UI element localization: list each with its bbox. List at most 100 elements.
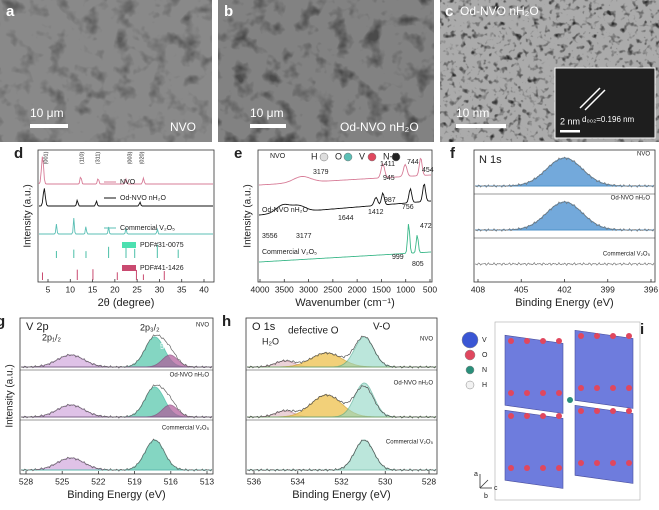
o-atom xyxy=(540,465,546,471)
series-label: NVO xyxy=(637,152,650,158)
x-axis-label: Binding Energy (eV) xyxy=(67,489,165,501)
legend-label: PDF#41-1426 xyxy=(140,265,184,272)
series-label: Commercial V₂O₅ xyxy=(162,426,210,432)
scale-bar-label: 2 nm xyxy=(560,116,580,126)
panel-label: c xyxy=(445,3,453,20)
scale-bar xyxy=(560,130,580,133)
spectrum xyxy=(474,156,655,188)
scale-bar xyxy=(30,124,68,128)
x-tick-label: 534 xyxy=(291,476,305,486)
panel-label: a xyxy=(6,3,15,20)
x-tick-label: 500 xyxy=(423,284,437,294)
x-axis-label: 2θ (degree) xyxy=(98,297,155,309)
o-atom xyxy=(578,385,584,391)
o-atom xyxy=(594,385,600,391)
x-tick-label: 40 xyxy=(199,284,209,294)
o-atom xyxy=(610,460,616,466)
spectrum xyxy=(21,386,212,418)
band-label: 987 xyxy=(384,197,396,204)
label: Commercial V₂O₅ xyxy=(120,225,175,232)
atom-legend xyxy=(464,349,476,361)
atom-label: O xyxy=(335,151,342,161)
sample-label: Od-NVO nH₂O xyxy=(460,4,539,18)
x-tick-label: 20 xyxy=(110,284,120,294)
band-label: 3177 xyxy=(296,233,312,240)
atom-legend xyxy=(391,152,401,162)
spectrum xyxy=(246,335,437,369)
x-tick-label: 35 xyxy=(177,284,187,294)
o-atom xyxy=(508,413,514,419)
peak-label: 2p₁/₂ xyxy=(42,332,62,342)
o-atom xyxy=(524,465,530,471)
peak-label: 5+ xyxy=(160,342,169,351)
x-tick-label: 525 xyxy=(55,476,69,486)
peak-label: (110) xyxy=(79,152,85,165)
spectrum xyxy=(39,188,213,207)
panel-label: e xyxy=(234,145,242,162)
spectrum xyxy=(20,384,213,419)
x-tick-label: 532 xyxy=(334,476,348,486)
panel-label: i xyxy=(640,321,644,338)
panel-title: N 1s xyxy=(479,154,502,166)
atom-label: V xyxy=(359,151,365,161)
o-atom xyxy=(626,333,632,339)
x-tick-label: 396 xyxy=(644,284,658,294)
spectrum xyxy=(475,157,654,187)
band-label: 472 xyxy=(420,223,432,230)
band-label: 945 xyxy=(383,175,395,182)
spectrum xyxy=(258,157,432,186)
polyhedra xyxy=(504,334,564,414)
scale-bar-label: 10 μm xyxy=(250,106,284,120)
plot-frame xyxy=(257,149,433,283)
micrograph-texts: 10 μm NVO 10 μm Od-NVO nH₂O Od-NVO nH₂O … xyxy=(30,4,635,134)
label: Od-NVO nH₂O xyxy=(120,195,166,202)
atom-legend xyxy=(461,331,479,349)
label: NVO xyxy=(120,179,136,186)
o-atom xyxy=(524,338,530,344)
o-atom xyxy=(626,460,632,466)
band-label: 756 xyxy=(402,204,414,211)
atom-label: H xyxy=(311,151,318,161)
band-label: 744 xyxy=(407,159,419,166)
o-atom xyxy=(594,460,600,466)
o-atom xyxy=(524,413,530,419)
spectrum xyxy=(474,200,655,232)
series-label: Commercial V₂O₅ xyxy=(262,249,317,256)
x-axis-label: Binding Energy (eV) xyxy=(515,297,613,309)
x-tick-label: 30 xyxy=(155,284,165,294)
x-tick-label: 536 xyxy=(247,476,261,486)
spacing-label: d₀₀₂=0.196 nm xyxy=(582,115,635,124)
scale-bar-label: 10 nm xyxy=(456,106,489,120)
x-tick-label: 513 xyxy=(200,476,214,486)
o-atom xyxy=(578,460,584,466)
atom-legend xyxy=(465,365,475,375)
atom-legend xyxy=(465,380,475,390)
spectrum xyxy=(20,438,213,472)
o-atom xyxy=(524,390,530,396)
spectrum xyxy=(475,201,654,231)
peak-label: V-O xyxy=(373,322,390,333)
o-atom xyxy=(540,338,546,344)
spectrum xyxy=(258,223,432,263)
series-label: Od-NVO nH₂O xyxy=(170,373,210,379)
x-tick-label: 3000 xyxy=(299,284,318,294)
o-atom xyxy=(508,338,514,344)
unit-cell xyxy=(494,321,641,501)
plot-frame xyxy=(37,149,215,283)
x-tick-label: 528 xyxy=(422,476,436,486)
atom-legend xyxy=(343,152,353,162)
spectrum xyxy=(39,217,213,235)
atom-label: N-H xyxy=(383,151,399,161)
o-atom xyxy=(610,333,616,339)
panel-label: f xyxy=(450,145,456,162)
panel-title: V 2p xyxy=(26,321,49,333)
atom-label: N xyxy=(482,367,487,374)
x-tick-label: 528 xyxy=(19,476,33,486)
scale-bar xyxy=(250,124,286,128)
spectrum xyxy=(21,354,212,368)
spectrum xyxy=(21,439,212,471)
y-axis-label: Intensity (a.u.) xyxy=(23,184,34,247)
o-atom xyxy=(626,385,632,391)
